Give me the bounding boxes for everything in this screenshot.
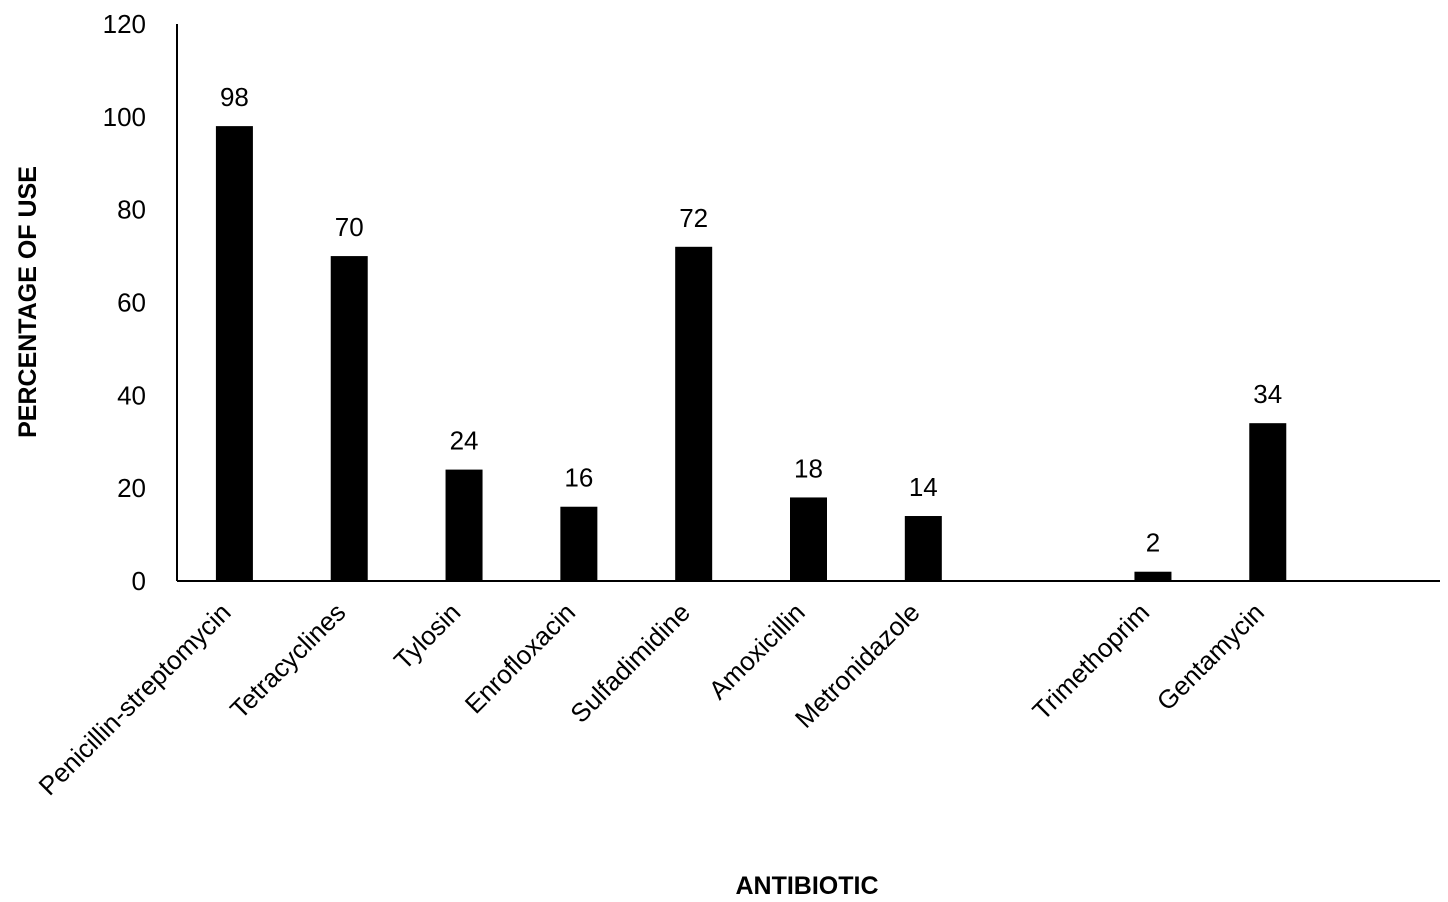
data-label: 16 (564, 463, 593, 493)
data-label: 18 (794, 453, 823, 483)
x-tick-label: Trimethoprim (1026, 597, 1155, 726)
y-tick-label: 100 (103, 102, 146, 132)
y-axis-ticks: 0 20 40 60 80 100 120 (103, 9, 146, 596)
bar (790, 497, 827, 581)
data-label: 70 (335, 212, 364, 242)
bars (215, 126, 1287, 582)
data-label: 98 (220, 82, 249, 112)
x-axis-title: ANTIBIOTIC (735, 872, 878, 900)
y-tick-label: 80 (117, 195, 146, 225)
x-tick-label: Tetracyclines (224, 597, 351, 724)
bar (1249, 423, 1287, 581)
data-label: 34 (1253, 379, 1282, 409)
x-tick-label: Sulfadimidine (564, 597, 696, 729)
y-tick-label: 0 (132, 566, 146, 596)
data-label: 72 (679, 203, 708, 233)
y-tick-label: 120 (103, 9, 146, 39)
bar (560, 506, 598, 581)
x-tick-label: Penicillin-streptomycin (33, 597, 237, 801)
x-tick-label: Gentamycin (1151, 597, 1270, 716)
bar (904, 516, 942, 581)
y-axis-title: PERCENTAGE OF USE (14, 166, 42, 438)
y-tick-label: 40 (117, 380, 146, 410)
x-tick-label: Tylosin (388, 597, 466, 675)
data-label: 24 (450, 426, 479, 456)
bar (445, 469, 483, 581)
bar (215, 126, 253, 581)
bar (675, 246, 713, 582)
y-tick-label: 60 (117, 288, 146, 318)
y-tick-label: 20 (117, 473, 146, 503)
x-tick-label: Amoxicillin (703, 597, 811, 705)
data-label: 14 (909, 472, 938, 502)
data-label: 2 (1146, 528, 1160, 558)
data-labels: 98 70 24 16 72 18 14 2 34 (220, 82, 1282, 558)
bar (1134, 571, 1172, 581)
bar (330, 256, 368, 581)
x-tick-label: Enrofloxacin (459, 597, 581, 719)
